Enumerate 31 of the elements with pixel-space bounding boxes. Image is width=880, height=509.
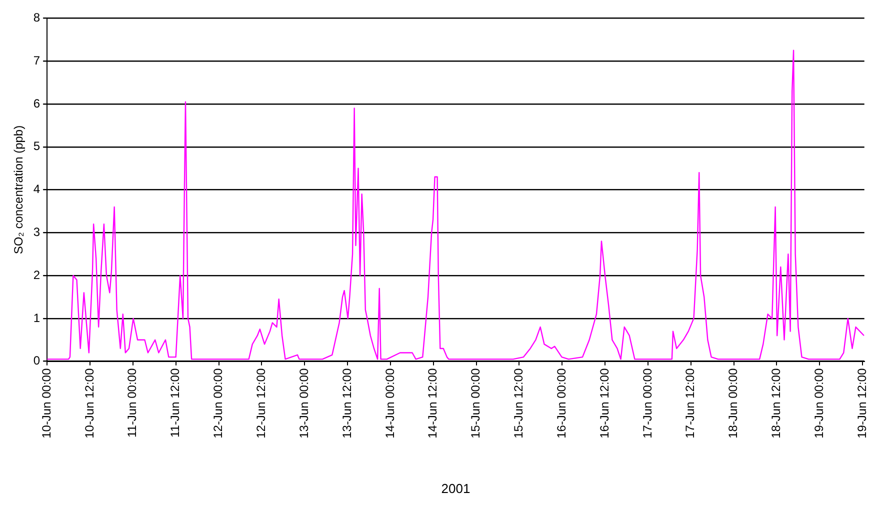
x-tick-label: 10-Jun 00:00	[39, 368, 54, 438]
x-tick-label: 19-Jun 00:00	[812, 368, 826, 438]
x-tick-label: 17-Jun 00:00	[640, 368, 654, 438]
x-tick-label: 18-Jun 00:00	[726, 368, 740, 438]
x-tick-label: 10-Jun 12:00	[82, 368, 96, 438]
y-axis-title: SO₂ concentration (ppb)	[12, 125, 26, 254]
x-tick-label: 13-Jun 12:00	[340, 368, 354, 438]
y-tick-label: 2	[33, 268, 40, 282]
x-tick-label: 17-Jun 12:00	[683, 368, 698, 438]
x-tick-label: 19-Jun 12:00	[854, 368, 869, 438]
x-tick-label: 16-Jun 00:00	[554, 368, 568, 438]
x-tick-label: 18-Jun 12:00	[769, 368, 784, 438]
y-tick-label: 3	[33, 224, 40, 239]
x-tick-label: 12-Jun 12:00	[254, 368, 268, 438]
y-tick-label: 4	[33, 182, 40, 196]
y-tick-label: 8	[33, 10, 40, 25]
x-tick-label: 16-Jun 12:00	[597, 368, 612, 438]
y-tick-label: 7	[33, 53, 40, 68]
x-tick-label: 15-Jun 00:00	[468, 368, 483, 438]
x-tick-label: 11-Jun 12:00	[168, 368, 182, 438]
x-tick-label: 14-Jun 12:00	[426, 368, 440, 438]
x-axis-title: 2001	[441, 480, 470, 496]
y-tick-label: 1	[33, 310, 40, 325]
y-tick-label: 0	[33, 354, 40, 368]
x-tick-label: 12-Jun 00:00	[211, 368, 226, 438]
y-tick-label: 6	[33, 96, 40, 110]
x-tick-label: 11-Jun 00:00	[125, 368, 140, 438]
y-tick-label: 5	[33, 139, 40, 154]
x-tick-label: 15-Jun 12:00	[512, 368, 526, 438]
x-tick-label: 13-Jun 00:00	[296, 368, 311, 438]
x-tick-label: 14-Jun 00:00	[382, 368, 397, 438]
